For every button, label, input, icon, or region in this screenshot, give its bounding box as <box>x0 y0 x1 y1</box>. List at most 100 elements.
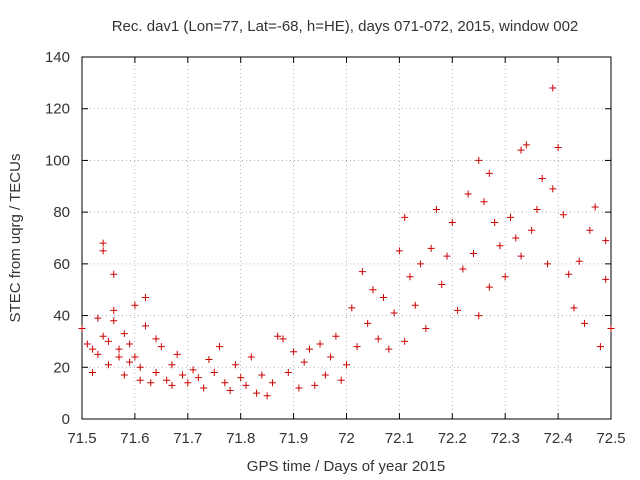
y-tick-label: 140 <box>45 49 70 66</box>
data-point <box>115 353 123 361</box>
data-point <box>305 345 313 353</box>
data-point <box>575 257 583 265</box>
data-point <box>189 366 197 374</box>
x-tick-label: 72.1 <box>385 430 414 447</box>
data-point <box>549 84 557 92</box>
data-point <box>337 376 345 384</box>
data-point <box>141 293 149 301</box>
data-point <box>390 309 398 317</box>
data-point <box>316 340 324 348</box>
data-point <box>274 332 282 340</box>
data-point <box>147 379 155 387</box>
data-point <box>131 353 139 361</box>
x-tick-label: 71.5 <box>67 430 96 447</box>
data-point <box>168 381 176 389</box>
data-point <box>432 206 440 214</box>
data-points <box>78 84 615 400</box>
y-tick-label: 0 <box>62 411 70 428</box>
data-point <box>364 319 372 327</box>
data-point <box>607 325 615 332</box>
x-tick-label: 71.7 <box>173 430 202 447</box>
data-point <box>168 361 176 369</box>
data-point <box>126 340 134 348</box>
data-point <box>395 247 403 255</box>
data-point <box>528 226 536 234</box>
data-point <box>247 353 255 361</box>
data-point <box>533 206 541 214</box>
y-axis-label: STEC from uqrg / TECUs <box>7 154 24 323</box>
data-point <box>110 270 118 278</box>
data-point <box>517 252 525 260</box>
data-point <box>242 381 250 389</box>
data-point <box>448 218 456 226</box>
data-point <box>237 374 245 382</box>
data-point <box>295 384 303 392</box>
data-point <box>406 273 414 281</box>
data-point <box>485 283 493 291</box>
data-point <box>89 368 97 376</box>
data-point <box>343 361 350 369</box>
data-point <box>210 368 218 376</box>
x-tick-label: 71.6 <box>120 430 149 447</box>
y-tick-label: 100 <box>45 152 70 169</box>
y-tick-label: 20 <box>53 359 70 376</box>
data-point <box>120 371 128 379</box>
data-point <box>99 247 107 255</box>
data-point <box>221 379 229 387</box>
data-point <box>554 144 562 151</box>
x-tick-label: 71.8 <box>226 430 255 447</box>
data-point <box>374 335 382 343</box>
data-point <box>438 281 446 289</box>
chart-title: Rec. dav1 (Lon=77, Lat=-68, h=HE), days … <box>112 18 579 35</box>
data-point <box>422 325 430 332</box>
x-tick-label: 71.9 <box>279 430 308 447</box>
data-point <box>475 312 483 320</box>
data-point <box>200 384 208 392</box>
data-point <box>173 350 181 358</box>
data-point <box>586 226 594 234</box>
data-point <box>443 252 451 260</box>
data-point <box>596 343 604 351</box>
data-point <box>401 337 409 345</box>
data-point <box>454 306 462 314</box>
data-point <box>268 379 276 387</box>
data-point <box>152 368 160 376</box>
data-point <box>99 239 107 247</box>
data-point <box>226 387 234 395</box>
y-tick-label: 60 <box>53 256 70 273</box>
data-point <box>110 317 118 325</box>
data-point <box>496 242 504 250</box>
data-point <box>522 141 530 149</box>
data-point <box>480 198 488 206</box>
data-point <box>469 250 477 258</box>
data-point <box>348 304 356 312</box>
data-point <box>94 314 102 322</box>
data-point <box>411 301 419 309</box>
data-point <box>126 358 134 366</box>
data-point <box>602 237 610 245</box>
data-point <box>385 345 393 353</box>
data-point <box>427 244 435 252</box>
data-point <box>581 319 589 327</box>
data-point <box>104 337 112 345</box>
data-point <box>332 332 340 340</box>
y-tick-label: 40 <box>53 308 70 325</box>
data-point <box>565 270 573 278</box>
data-point <box>83 340 91 348</box>
x-tick-label: 72.2 <box>438 430 467 447</box>
data-point <box>110 306 118 314</box>
axis-ticks: 71.5 71.6 71.7 71.8 71.9 72 72.1 72.2 72.3 72.4 72… <box>45 49 626 447</box>
data-point <box>321 371 329 379</box>
data-point <box>300 358 308 366</box>
data-point <box>417 260 425 268</box>
data-point <box>475 156 483 164</box>
data-point <box>290 348 298 356</box>
data-point <box>464 190 472 198</box>
data-point <box>157 343 165 351</box>
data-point <box>179 371 187 379</box>
grid-lines <box>82 57 611 419</box>
x-tick-label: 72 <box>338 430 355 447</box>
x-tick-label: 72.4 <box>543 430 572 447</box>
data-point <box>279 335 287 343</box>
data-point <box>136 363 144 371</box>
